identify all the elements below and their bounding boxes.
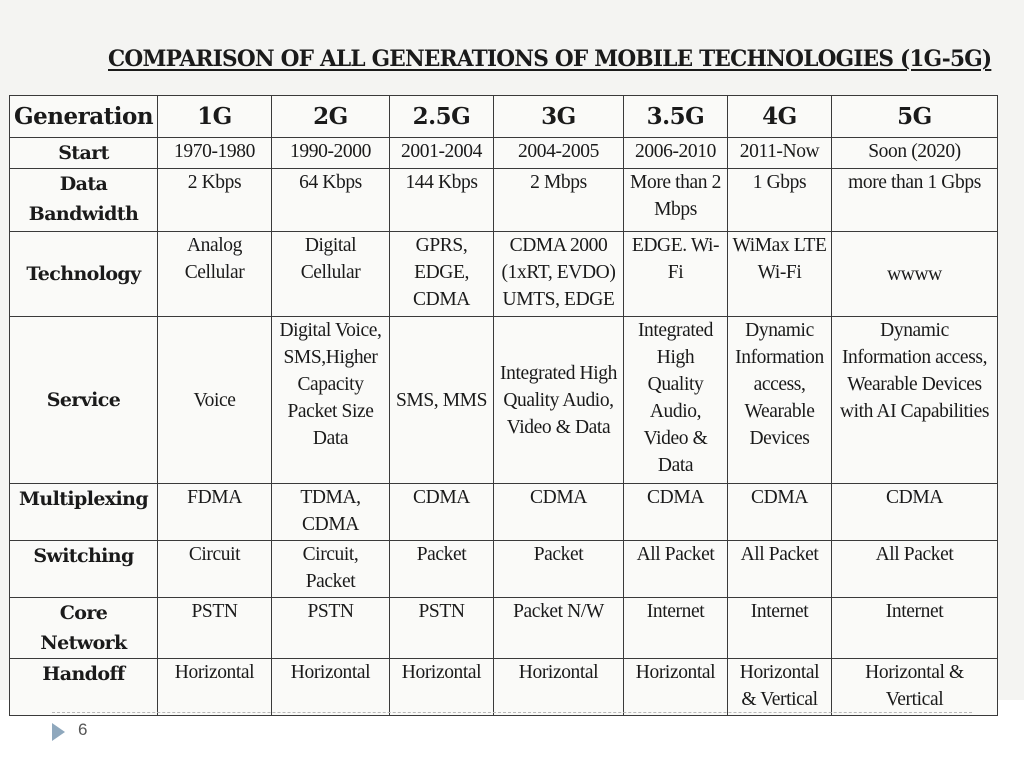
table-cell: PSTN — [157, 597, 272, 659]
table-cell: 2 Mbps — [493, 168, 624, 232]
table-cell: Circuit — [157, 540, 272, 598]
table-cell: Internet — [727, 597, 832, 659]
generation-header: 4G — [727, 95, 832, 138]
row-label: Multiplexing — [9, 483, 158, 541]
table-cell: Voice — [157, 316, 272, 484]
row-label: Service — [9, 316, 158, 484]
table-cell: Horizontal & Vertical — [727, 658, 832, 716]
table-cell: 144 Kbps — [389, 168, 494, 232]
comparison-table: Generation 1G 2G 2.5G 3G 3.5G 4G 5G Star… — [9, 95, 998, 716]
table-cell: 2001-2004 — [389, 137, 494, 169]
table-cell: CDMA 2000 (1xRT, EVDO) UMTS, EDGE — [493, 231, 624, 317]
table-cell: Circuit, Packet — [271, 540, 390, 598]
table-header-row: Generation 1G 2G 2.5G 3G 3.5G 4G 5G — [9, 95, 998, 138]
table-cell: 2004-2005 — [493, 137, 624, 169]
table-cell: WiMax LTE Wi-Fi — [727, 231, 832, 317]
page-number: 6 — [78, 720, 88, 739]
table-cell: CDMA — [623, 483, 728, 541]
row-label: Core Network — [9, 597, 158, 659]
slide-image: COMPARISON OF ALL GENERATIONS OF MOBILE … — [0, 0, 1024, 716]
table-cell: Packet — [389, 540, 494, 598]
table-cell: Integrated High Quality Audio, Video & D… — [623, 316, 728, 484]
table-cell: CDMA — [389, 483, 494, 541]
table-row: Service Voice Digital Voice, SMS,Higher … — [9, 316, 998, 484]
table-cell: Soon (2020) — [831, 137, 998, 169]
table-row: Switching Circuit Circuit, Packet Packet… — [9, 540, 998, 598]
header-cell: Generation — [9, 95, 158, 138]
table-cell: Integrated High Quality Audio, Video & D… — [493, 316, 624, 484]
table-row: Start 1970-1980 1990-2000 2001-2004 2004… — [9, 137, 998, 169]
table-cell: 64 Kbps — [271, 168, 390, 232]
table-cell: 2 Kbps — [157, 168, 272, 232]
table-cell: Horizontal — [389, 658, 494, 716]
table-cell: All Packet — [623, 540, 728, 598]
table-cell: All Packet — [727, 540, 832, 598]
table-cell: Internet — [831, 597, 998, 659]
table-cell: wwww — [831, 231, 998, 317]
table-row: Multiplexing FDMA TDMA, CDMA CDMA CDMA C… — [9, 483, 998, 541]
table-cell: PSTN — [389, 597, 494, 659]
table-cell: 1970-1980 — [157, 137, 272, 169]
table-cell: Packet N/W — [493, 597, 624, 659]
generation-header: 3.5G — [623, 95, 728, 138]
table-row: Core Network PSTN PSTN PSTN Packet N/W I… — [9, 597, 998, 659]
table-cell: 1 Gbps — [727, 168, 832, 232]
table-cell: All Packet — [831, 540, 998, 598]
table-cell: Dynamic Information access, Wearable Dev… — [727, 316, 832, 484]
row-label: Start — [9, 137, 158, 169]
triangle-bullet-icon — [52, 723, 65, 741]
table-row: Handoff Horizontal Horizontal Horizontal… — [9, 658, 998, 716]
table-row: Technology Analog Cellular Digital Cellu… — [9, 231, 998, 317]
table-cell: Digital Cellular — [271, 231, 390, 317]
table-cell: Horizontal — [623, 658, 728, 716]
table-cell: CDMA — [493, 483, 624, 541]
row-label: Switching — [9, 540, 158, 598]
table-cell: Horizontal — [493, 658, 624, 716]
generation-header: 2.5G — [389, 95, 494, 138]
table-cell: Horizontal — [157, 658, 272, 716]
table-cell: GPRS, EDGE, CDMA — [389, 231, 494, 317]
table-cell: Internet — [623, 597, 728, 659]
row-label: Data Bandwidth — [9, 168, 158, 232]
table-cell: Digital Voice, SMS,Higher Capacity Packe… — [271, 316, 390, 484]
table-cell: Horizontal — [271, 658, 390, 716]
row-label: Technology — [9, 231, 158, 317]
table-cell: Analog Cellular — [157, 231, 272, 317]
table-cell: SMS, MMS — [389, 316, 494, 484]
table-cell: CDMA — [727, 483, 832, 541]
table-cell: PSTN — [271, 597, 390, 659]
table-cell: TDMA, CDMA — [271, 483, 390, 541]
table-cell: Dynamic Information access, Wearable Dev… — [831, 316, 998, 484]
table-cell: 1990-2000 — [271, 137, 390, 169]
generation-header: 3G — [493, 95, 624, 138]
table-cell: FDMA — [157, 483, 272, 541]
row-label: Handoff — [9, 658, 158, 716]
generation-header: 2G — [271, 95, 390, 138]
table-cell: Horizontal & Vertical — [831, 658, 998, 716]
slide-title: COMPARISON OF ALL GENERATIONS OF MOBILE … — [108, 46, 992, 72]
table-cell: more than 1 Gbps — [831, 168, 998, 232]
footer-divider — [52, 712, 972, 713]
table-cell: 2006-2010 — [623, 137, 728, 169]
table-cell: More than 2 Mbps — [623, 168, 728, 232]
generation-header: 5G — [831, 95, 998, 138]
table-cell: Packet — [493, 540, 624, 598]
table-cell: EDGE. Wi-Fi — [623, 231, 728, 317]
table-cell: CDMA — [831, 483, 998, 541]
table-cell: 2011-Now — [727, 137, 832, 169]
table-row: Data Bandwidth 2 Kbps 64 Kbps 144 Kbps 2… — [9, 168, 998, 232]
generation-header: 1G — [157, 95, 272, 138]
